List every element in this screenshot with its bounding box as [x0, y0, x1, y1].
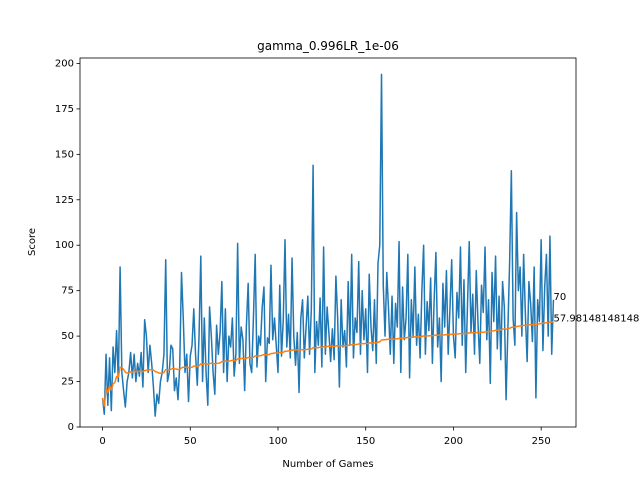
annotation: 57.98148148148148 [553, 314, 640, 325]
annotation: 70 [553, 292, 566, 303]
y-tick-label: 0 [68, 422, 74, 433]
y-axis-label: Score [27, 228, 38, 256]
x-tick-label: 100 [268, 436, 287, 447]
x-tick-label: 250 [532, 436, 551, 447]
y-tick-label: 25 [61, 377, 74, 388]
x-tick-label: 0 [99, 436, 105, 447]
data-line [101, 73, 555, 417]
y-tick-label: 175 [55, 104, 74, 115]
x-tick-label: 150 [356, 436, 375, 447]
x-tick-label: 50 [184, 436, 197, 447]
y-tick-label: 50 [61, 331, 74, 342]
y-tick-label: 125 [55, 195, 74, 206]
chart-title: gamma_0.996LR_1e-06 [257, 39, 399, 53]
plot-frame [79, 57, 577, 428]
y-tick-label: 100 [55, 240, 74, 251]
data-line [101, 320, 554, 407]
y-tick-label: 75 [61, 286, 74, 297]
x-tick-label: 200 [444, 436, 463, 447]
x-axis-label: Number of Games [282, 459, 373, 470]
y-tick-label: 200 [55, 58, 74, 69]
y-tick-label: 150 [55, 149, 74, 160]
